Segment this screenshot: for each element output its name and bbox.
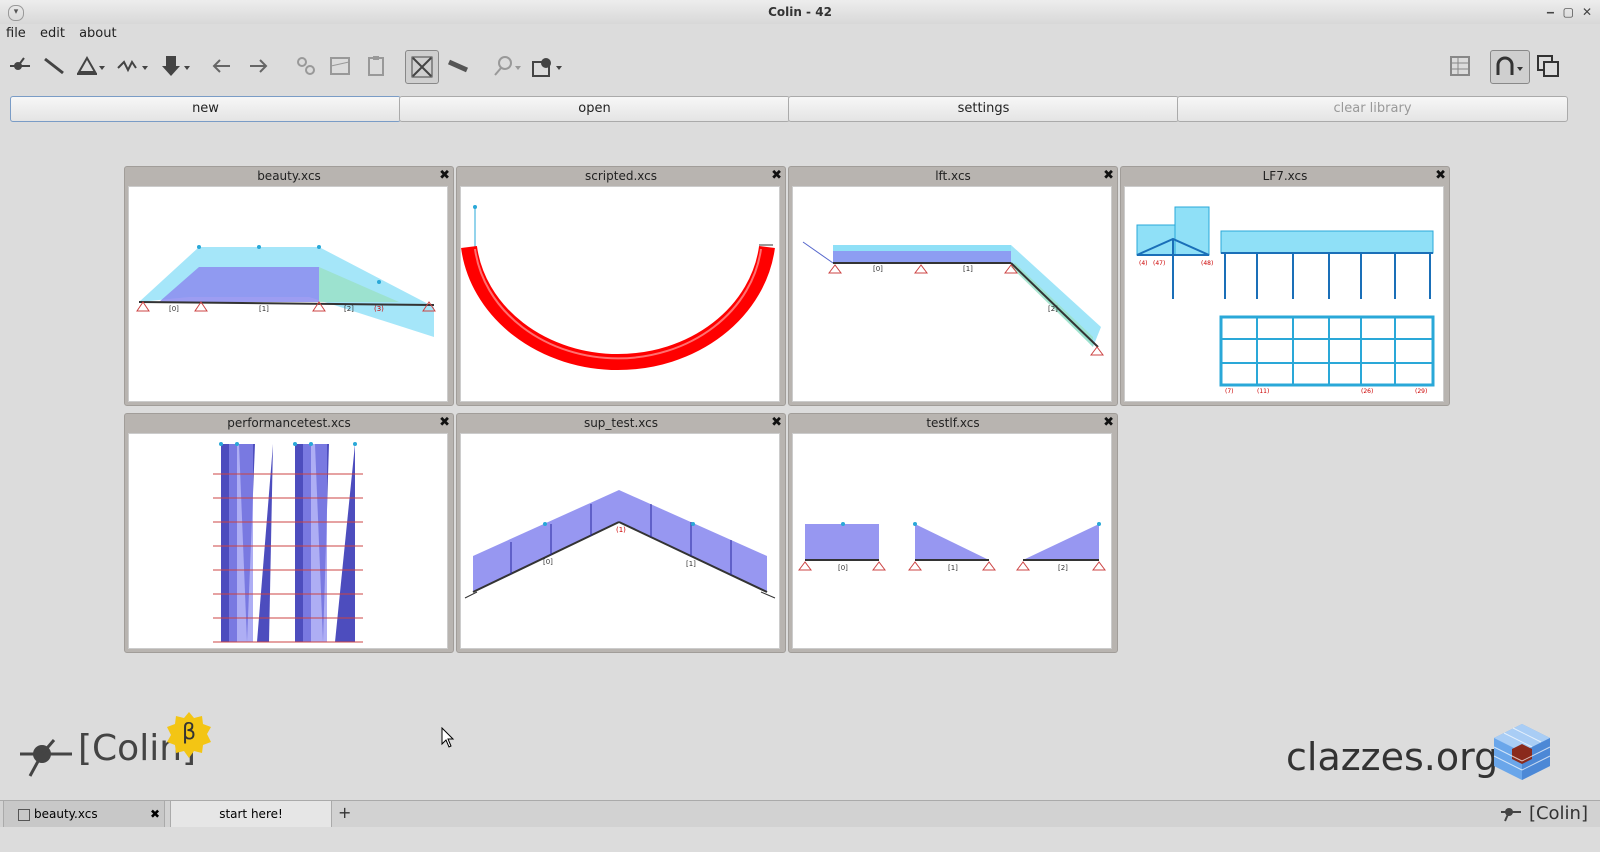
mouse-cursor-icon	[441, 727, 455, 748]
card-title: sup_test.xcs	[583, 416, 659, 430]
menu-about[interactable]: about	[79, 26, 117, 41]
load-tool-icon[interactable]	[158, 50, 190, 82]
file-icon	[18, 809, 30, 821]
close-icon[interactable]: ✕	[1581, 5, 1592, 19]
undo-icon[interactable]	[206, 50, 238, 82]
paste-icon[interactable]	[360, 50, 392, 82]
snap-icon[interactable]	[1490, 50, 1530, 84]
open-button[interactable]: open	[399, 96, 790, 122]
cut-icon[interactable]	[324, 50, 356, 82]
measure-icon[interactable]	[442, 50, 474, 82]
structure-preview[interactable]: [0] [1] [2]	[792, 433, 1112, 649]
beam-tool-icon[interactable]	[38, 50, 70, 82]
menu-file[interactable]: file	[6, 26, 26, 41]
tab-bar: beauty.xcs ✖ start here! + [Colin]	[0, 800, 1600, 828]
new-button[interactable]: new	[10, 96, 401, 122]
node-tool-icon[interactable]	[4, 50, 36, 82]
structure-preview[interactable]	[460, 186, 780, 402]
support-tool-icon[interactable]	[74, 50, 106, 82]
svg-text:[1]: [1]	[259, 305, 269, 313]
library-card[interactable]: lft.xcs ✖ [0] [1] [2]	[788, 166, 1118, 406]
close-icon[interactable]: ✖	[771, 168, 782, 183]
structure-preview[interactable]	[128, 433, 448, 649]
status-bar	[0, 827, 1600, 852]
library-card[interactable]: scripted.xcs ✖	[456, 166, 786, 406]
svg-text:[1]: [1]	[686, 560, 696, 568]
svg-text:[1]: [1]	[963, 265, 973, 273]
clazzes-logo-text: clazzes.org	[1286, 735, 1499, 779]
colin-brand-small: [Colin]	[1501, 803, 1588, 824]
svg-text:[2]: [2]	[1058, 564, 1068, 572]
card-title: lft.xcs	[935, 169, 971, 183]
svg-text:[0]: [0]	[169, 305, 179, 313]
tab-start-here[interactable]: start here!	[170, 801, 332, 828]
card-title: beauty.xcs	[257, 169, 321, 183]
tab-beauty[interactable]: beauty.xcs ✖	[3, 801, 165, 828]
library-card[interactable]: beauty.xcs ✖ [1] [0] [2] (3)	[124, 166, 454, 406]
svg-text:(47): (47)	[1153, 260, 1165, 267]
beta-badge: β	[166, 712, 212, 758]
title-bar: ▾ Colin - 42 ‒ ▢ ✕	[0, 0, 1600, 24]
close-icon[interactable]: ✖	[771, 415, 782, 430]
svg-text:(29): (29)	[1415, 388, 1427, 395]
svg-text:[2]: [2]	[344, 305, 354, 313]
library-card[interactable]: performancetest.xcs ✖	[124, 413, 454, 653]
structure-preview[interactable]: [0] [1] (1)	[460, 433, 780, 649]
structure-preview[interactable]: (4) (47) (48) (7) (11) (26) (29)	[1124, 186, 1444, 402]
window-icon[interactable]	[1532, 50, 1564, 82]
settings-button[interactable]: settings	[788, 96, 1179, 122]
menu-bar: file edit about	[0, 24, 1600, 44]
menu-edit[interactable]: edit	[39, 26, 65, 41]
svg-text:[0]: [0]	[838, 564, 848, 572]
close-icon[interactable]: ✖	[1103, 168, 1114, 183]
library-card[interactable]: testlf.xcs ✖ [0] [1] [2]	[788, 413, 1118, 653]
magnet-icon[interactable]	[530, 50, 562, 82]
clazzes-cube-icon	[1493, 724, 1551, 780]
tab-label: beauty.xcs	[34, 807, 98, 821]
card-title: performancetest.xcs	[227, 416, 351, 430]
colin-small-label: [Colin]	[1528, 803, 1588, 824]
close-icon[interactable]: ✖	[439, 168, 450, 183]
card-title: testlf.xcs	[926, 416, 980, 430]
colin-small-icon	[1501, 808, 1522, 822]
colin-logo-icon	[20, 739, 72, 777]
close-icon[interactable]: ✖	[1103, 415, 1114, 430]
add-tab-icon[interactable]: +	[338, 803, 352, 822]
svg-text:(1): (1)	[616, 526, 626, 534]
svg-text:(3): (3)	[374, 305, 384, 313]
redo-icon[interactable]	[242, 50, 274, 82]
copy-icon[interactable]	[290, 50, 322, 82]
library-card[interactable]: LF7.xcs ✖ (4) (47) (48) (7) (11) (26) (29)	[1120, 166, 1450, 406]
toolbar	[0, 46, 1600, 86]
table-icon[interactable]	[1444, 50, 1476, 82]
svg-text:[0]: [0]	[543, 558, 553, 566]
library-card[interactable]: sup_test.xcs ✖ [0] [1] (1)	[456, 413, 786, 653]
window-menu-icon[interactable]: ▾	[8, 5, 24, 21]
maximize-icon[interactable]: ▢	[1562, 5, 1574, 19]
close-icon[interactable]: ✖	[149, 807, 160, 821]
svg-text:(7): (7)	[1225, 388, 1234, 395]
zoom-fit-icon[interactable]	[405, 50, 439, 84]
tab-label: start here!	[219, 807, 283, 821]
close-icon[interactable]: ✖	[439, 415, 450, 430]
minimize-icon[interactable]: ‒	[1546, 5, 1555, 19]
svg-text:(48): (48)	[1201, 260, 1213, 267]
clear-library-button[interactable]: clear library	[1177, 96, 1568, 122]
structure-preview[interactable]: [1] [0] [2] (3)	[128, 186, 448, 402]
svg-text:(26): (26)	[1361, 388, 1373, 395]
structure-preview[interactable]: [0] [1] [2]	[792, 186, 1112, 402]
card-title: scripted.xcs	[585, 169, 657, 183]
card-title: LF7.xcs	[1262, 169, 1308, 183]
beta-label: β	[181, 720, 197, 745]
svg-text:[2]: [2]	[1048, 305, 1058, 313]
svg-text:[1]: [1]	[948, 564, 958, 572]
svg-text:(4): (4)	[1139, 260, 1148, 267]
spring-tool-icon[interactable]	[116, 50, 148, 82]
svg-text:[0]: [0]	[873, 265, 883, 273]
window-title: Colin - 42	[768, 5, 832, 19]
zoom-icon[interactable]	[490, 50, 522, 82]
close-icon[interactable]: ✖	[1435, 168, 1446, 183]
svg-text:(11): (11)	[1257, 388, 1269, 395]
